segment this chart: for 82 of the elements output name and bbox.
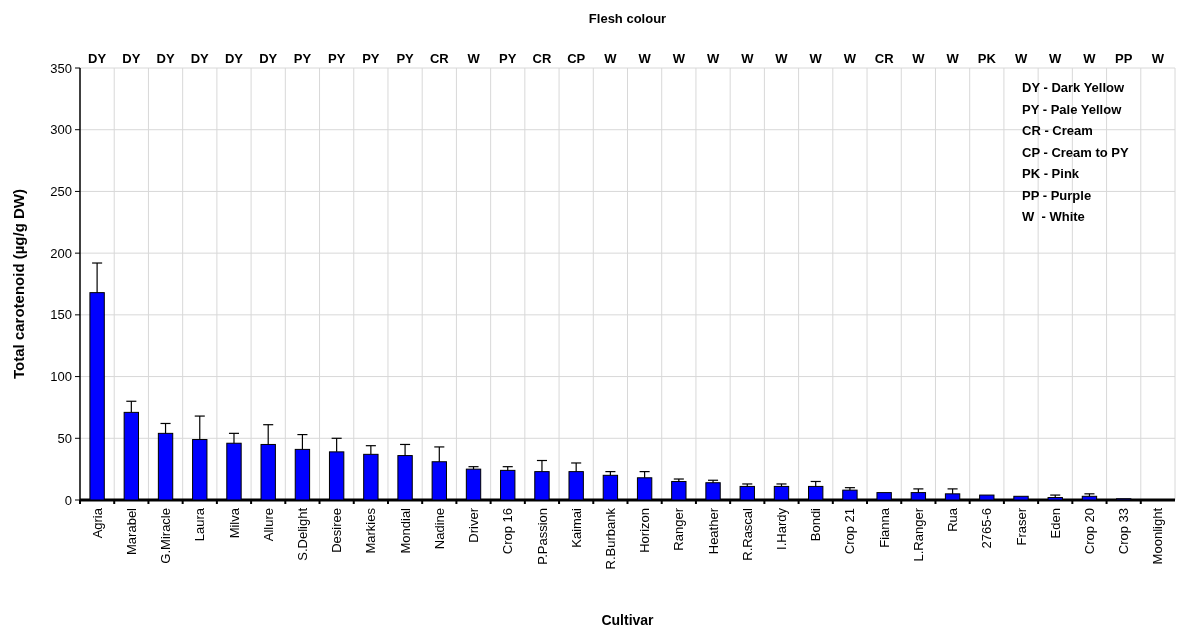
- text: W: [1151, 51, 1165, 66]
- x-tick-label: Mondial: [397, 507, 413, 554]
- annotation: CR - Cream: [1022, 123, 1093, 138]
- text: W: [843, 51, 857, 66]
- x-tick-label: Desiree: [329, 508, 345, 553]
- text: W: [946, 51, 960, 66]
- text: PY: [362, 51, 380, 66]
- annotation: CP - Cream to PY: [1022, 144, 1130, 160]
- annotation: PY - Pale Yellow: [1022, 101, 1123, 117]
- text: PY: [327, 51, 346, 66]
- y-axis-title: Total carotenoid (µg/g DW): [10, 188, 27, 380]
- text: CR: [874, 51, 895, 66]
- x-tick-label: R.Burbank: [602, 507, 618, 570]
- x-tick-label: Heather: [705, 507, 721, 555]
- x-tick-label: Marabel: [123, 507, 139, 555]
- text: W: [638, 51, 652, 66]
- text: CR: [429, 51, 450, 66]
- text: DY: [259, 51, 278, 66]
- x-tick-label: I.Hardy: [774, 507, 790, 550]
- annotation: DY - Dark Yellow: [1022, 80, 1126, 95]
- text: W: [912, 51, 926, 66]
- y-tick-label: 50: [57, 430, 72, 446]
- y-tick-label: 150: [50, 307, 72, 323]
- text: CR: [532, 51, 552, 66]
- x-tick-label: S.Delight: [294, 507, 310, 561]
- text: PY: [499, 51, 517, 66]
- x-tick-label: Agria: [89, 507, 105, 539]
- text: W: [1083, 51, 1097, 66]
- x-tick-label: Allure: [260, 508, 276, 542]
- text: W: [604, 51, 618, 66]
- x-tick-label: Kaimai: [568, 507, 584, 548]
- x-tick-label: G.Miracle: [158, 508, 174, 564]
- text: W: [741, 51, 755, 66]
- x-tick-label: Crop 20: [1082, 508, 1097, 555]
- x-tick-label: Markies: [363, 507, 379, 554]
- x-axis-title: Cultivar: [601, 612, 655, 628]
- text: DY: [190, 51, 210, 66]
- x-tick-label: Moonlight: [1150, 507, 1166, 565]
- x-tick-label: Crop 16: [500, 508, 516, 555]
- text: DY: [88, 51, 107, 66]
- x-tick-label: Fianna: [876, 507, 892, 548]
- x-tick-label: 2765-6: [979, 508, 995, 549]
- text: DY: [122, 51, 141, 66]
- x-tick-label: Bondi: [808, 507, 824, 542]
- x-tick-label: Crop 21: [842, 508, 858, 555]
- x-tick-label: Crop 33: [1116, 508, 1132, 555]
- text: W: [706, 51, 720, 66]
- x-tick-label: Eden: [1047, 508, 1063, 539]
- x-tick-label: Fraser: [1013, 507, 1029, 546]
- text: PY: [293, 51, 312, 66]
- annotation: W - White: [1022, 209, 1085, 224]
- x-tick-label: L.Ranger: [910, 507, 926, 562]
- x-tick-label: Nadine: [431, 508, 447, 550]
- x-tick-label: Rua: [945, 507, 961, 532]
- x-tick-label: Milva: [226, 507, 242, 539]
- y-tick-label: 350: [50, 60, 72, 76]
- text: W: [775, 51, 789, 66]
- x-tick-label: P.Passion: [534, 508, 550, 565]
- x2-axis-title: Flesh colour: [588, 11, 667, 26]
- text: CP: [567, 51, 586, 66]
- text: W: [1049, 51, 1063, 66]
- y-tick-label: 250: [50, 183, 72, 199]
- x-tick-label: Horizon: [637, 508, 653, 553]
- text: DY: [224, 51, 244, 66]
- text: PP: [1115, 51, 1133, 66]
- x-tick-label: Driver: [466, 507, 482, 543]
- x-tick-label: R.Rascal: [739, 507, 755, 561]
- text: W: [467, 51, 481, 66]
- text: W: [1014, 51, 1028, 66]
- y-tick-label: 0: [64, 492, 72, 508]
- x-tick-label: Laura: [192, 507, 208, 542]
- annotation: PP - Purple: [1022, 187, 1092, 203]
- text: PK: [977, 51, 997, 66]
- text: DY: [156, 51, 175, 66]
- y-tick-label: 100: [50, 369, 72, 385]
- annotation: PK - Pink: [1022, 166, 1080, 181]
- x-tick-label: Ranger: [671, 507, 687, 551]
- text: W: [672, 51, 686, 66]
- y-tick-label: 200: [50, 245, 72, 261]
- text: W: [809, 51, 823, 66]
- y-tick-label: 300: [50, 122, 72, 138]
- text: PY: [396, 51, 415, 66]
